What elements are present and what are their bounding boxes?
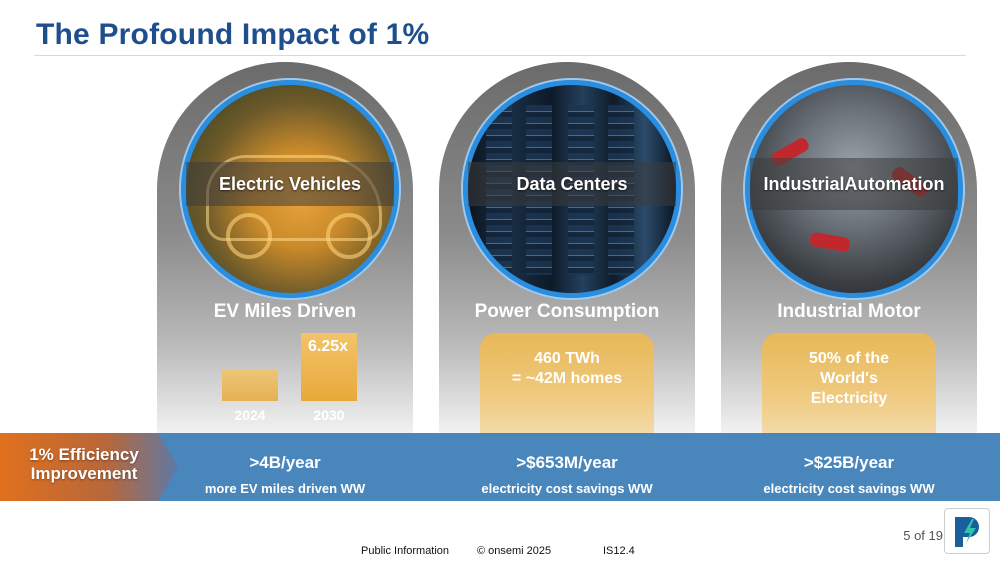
datacenter-subtitle: Power Consumption	[474, 301, 660, 322]
efficiency-label: 1% Efficiency Improvement	[14, 445, 154, 483]
motor-share-line1: 50% of the	[808, 350, 889, 367]
efficiency-line1: 1% Efficiency	[29, 445, 139, 464]
slide-title: The Profound Impact of 1%	[36, 18, 430, 51]
ev-year-label-2030: 2030	[313, 407, 345, 423]
ev-year-label-2024: 2024	[234, 407, 266, 423]
automation-subtitle: Industrial Motor	[777, 301, 921, 322]
datacenter-impact-value: >$653M/year	[516, 453, 618, 472]
wheel-icon	[226, 213, 272, 259]
robot-arm-icon	[809, 231, 851, 253]
power-homes: = ~42M homes	[511, 370, 623, 387]
wheel-icon	[326, 213, 372, 259]
automation-impact-description: electricity cost savings WW	[763, 481, 935, 496]
footer-classification: Public Information	[361, 545, 450, 557]
automation-label-line1: Industrial	[763, 174, 845, 194]
automation-circle-label: Industrial Automation	[750, 158, 958, 210]
ev-bar-2024	[222, 370, 278, 401]
footer-copyright: © onsemi 2025	[477, 545, 552, 557]
ev-bar-2030	[301, 333, 357, 401]
efficiency-line2: Improvement	[30, 464, 138, 483]
motor-share-line2: World's	[820, 370, 878, 387]
page-indicator: 5 of 19	[903, 528, 943, 543]
ev-subtitle: EV Miles Driven	[213, 301, 357, 322]
automation-label-line2: Automation	[844, 174, 945, 194]
title-divider	[34, 55, 966, 56]
ev-circle-label: Electric Vehicles	[186, 162, 394, 206]
onsemi-logo-icon	[944, 508, 990, 554]
power-twh: 460 TWh	[534, 350, 600, 367]
ev-growth-annotation: 6.25x	[308, 338, 349, 355]
datacenter-impact-description: electricity cost savings WW	[481, 481, 653, 496]
efficiency-arrow	[0, 433, 178, 501]
footer-doc-id: IS12.4	[603, 545, 635, 557]
motor-share-box: 50% of the World's Electricity	[762, 333, 936, 437]
power-consumption-box: 460 TWh = ~42M homes	[480, 333, 654, 437]
automation-impact-value: >$25B/year	[803, 453, 895, 472]
ev-impact-description: more EV miles driven WW	[204, 481, 366, 496]
motor-share-line3: Electricity	[810, 390, 888, 407]
datacenter-circle-label: Data Centers	[468, 162, 676, 206]
ev-impact-value: >4B/year	[249, 453, 321, 472]
